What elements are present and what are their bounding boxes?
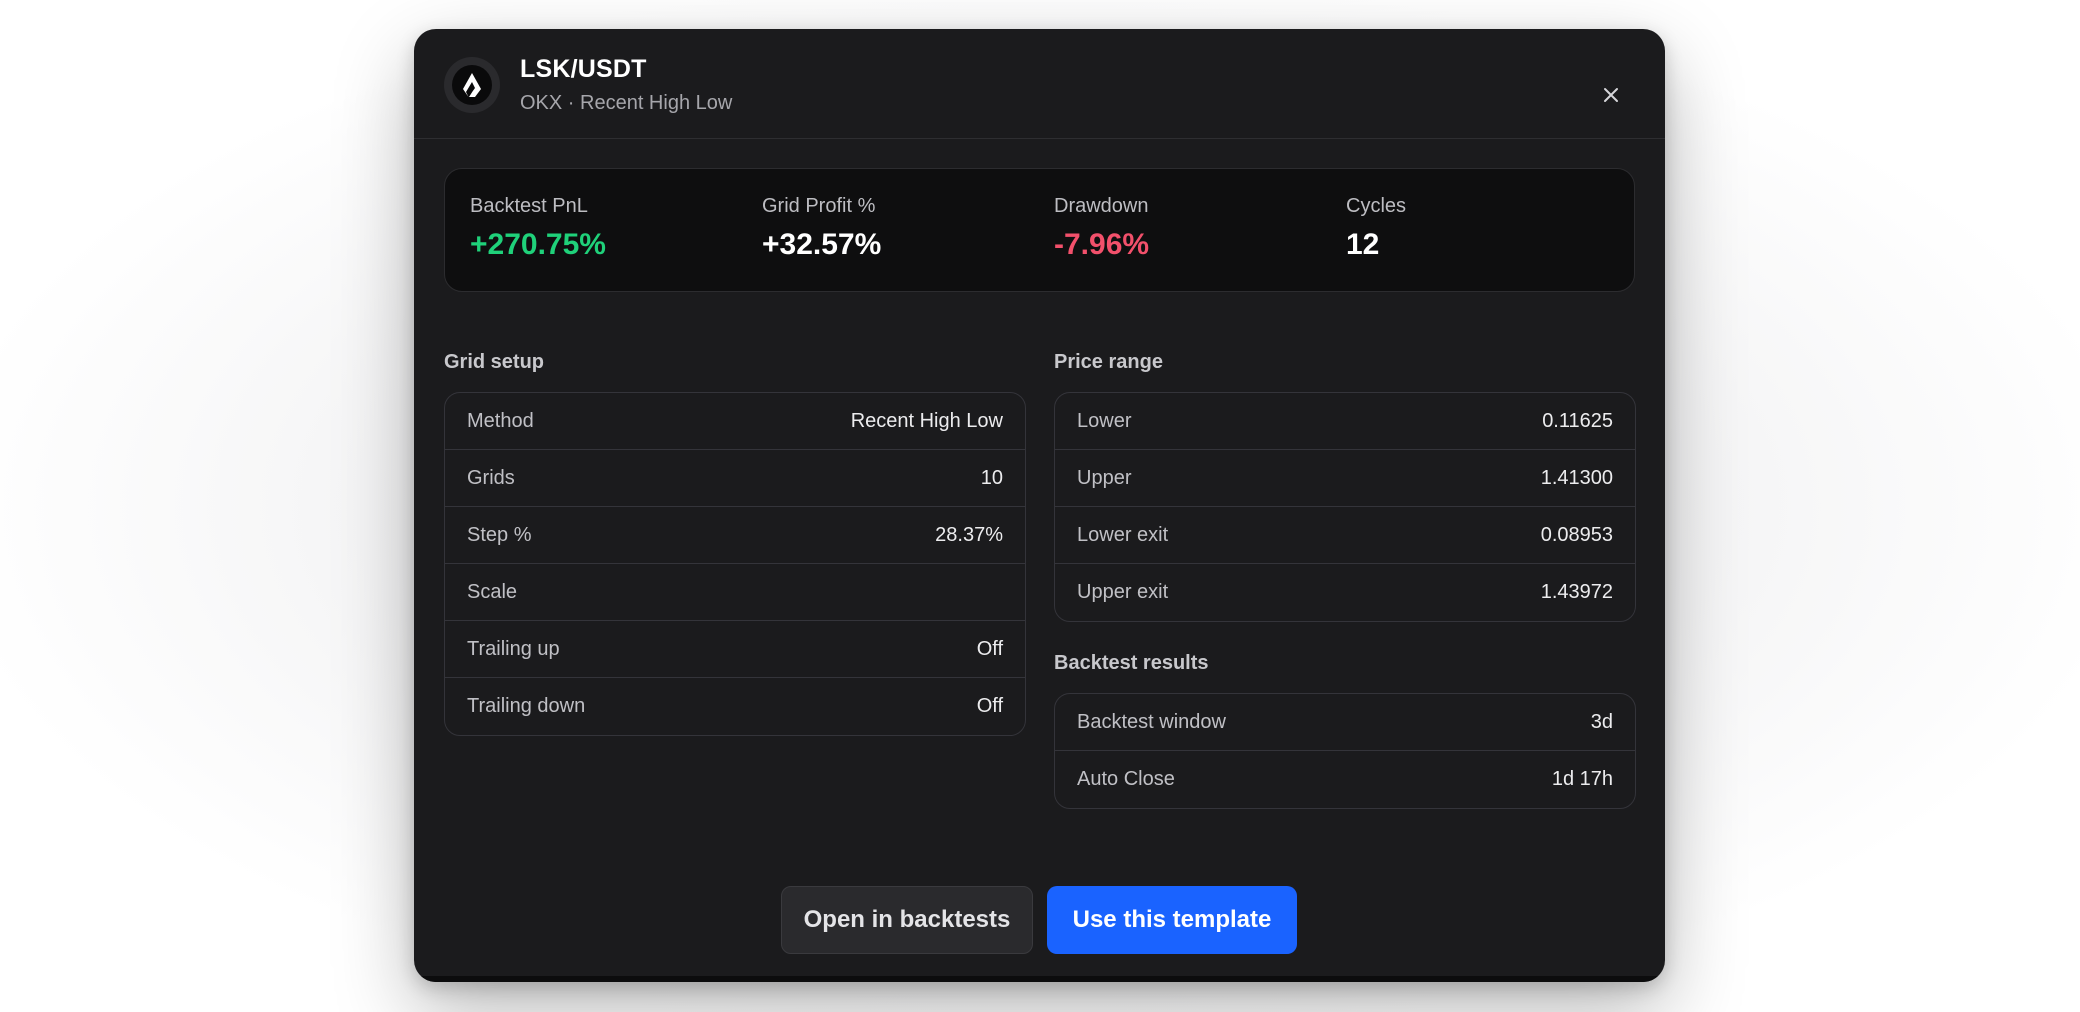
row-label: Step %: [467, 523, 532, 546]
grid-setup-card: Method Recent High Low Grids 10 Step % 2…: [444, 392, 1026, 736]
stat-value: -7.96%: [1054, 228, 1150, 261]
stat-label: Grid Profit %: [762, 195, 876, 217]
close-icon: [1603, 87, 1619, 108]
grid-setup-title: Grid setup: [444, 351, 545, 373]
grid-setup-row: Step % 28.37%: [445, 507, 1025, 564]
close-button[interactable]: [1597, 83, 1625, 111]
grid-setup-row: Grids 10: [445, 450, 1025, 507]
stat-value: 12: [1346, 228, 1380, 261]
template-detail-modal: LSK/USDT OKX · Recent High Low Backtest …: [414, 29, 1665, 982]
price-range-row: Upper exit 1.43972: [1055, 564, 1635, 621]
modal-header: LSK/USDT OKX · Recent High Low: [414, 29, 1665, 139]
stat-value: +32.57%: [762, 228, 882, 261]
row-value: Off: [976, 637, 1003, 660]
row-label: Grids: [467, 466, 515, 489]
stat-value: +270.75%: [470, 228, 606, 261]
row-value: 3d: [1590, 710, 1613, 733]
backtest-results-row: Auto Close 1d 17h: [1055, 751, 1635, 808]
price-range-card: Lower 0.11625 Upper 1.41300 Lower exit 0…: [1054, 392, 1636, 622]
row-label: Upper exit: [1077, 581, 1169, 603]
price-range-row: Lower 0.11625: [1055, 393, 1635, 450]
grid-setup-row: Trailing down Off: [445, 678, 1025, 735]
row-label: Method: [467, 409, 534, 432]
row-label: Trailing up: [467, 637, 560, 660]
row-value: 1.41300: [1540, 466, 1613, 489]
row-value: Recent High Low: [850, 409, 1003, 432]
grid-setup-row: Method Recent High Low: [445, 393, 1025, 450]
stats-summary: Backtest PnL +270.75% Grid Profit % +32.…: [444, 168, 1635, 292]
grid-setup-row: Trailing up Off: [445, 621, 1025, 678]
pair-logo: [444, 57, 500, 113]
stat-label: Backtest PnL: [470, 195, 588, 217]
row-value: 1d 17h: [1551, 768, 1613, 790]
price-range-row: Upper 1.41300: [1055, 450, 1635, 507]
lisk-logo-icon: [452, 65, 492, 105]
stat-grid-profit: Grid Profit % +32.57%: [762, 195, 881, 262]
row-value: 1.43972: [1540, 581, 1613, 603]
row-value: 10: [980, 466, 1003, 489]
stat-drawdown: Drawdown -7.96%: [1054, 195, 1149, 262]
row-value: 28.37%: [935, 523, 1003, 546]
stat-backtest-pnl: Backtest PnL +270.75%: [470, 195, 606, 262]
row-label: Backtest window: [1077, 710, 1226, 733]
backtest-results-title: Backtest results: [1054, 652, 1209, 674]
row-value: Off: [976, 695, 1003, 717]
price-range-row: Lower exit 0.08953: [1055, 507, 1635, 564]
stat-label: Cycles: [1346, 195, 1407, 217]
stat-cycles: Cycles 12: [1346, 195, 1406, 262]
row-label: Lower exit: [1077, 523, 1169, 546]
backtest-results-row: Backtest window 3d: [1055, 694, 1635, 751]
backtest-results-card: Backtest window 3d Auto Close 1d 17h: [1054, 693, 1636, 809]
use-template-button[interactable]: Use this template: [1047, 886, 1297, 954]
row-label: Lower: [1077, 409, 1132, 432]
pair-title: LSK/USDT: [520, 55, 647, 83]
row-label: Auto Close: [1077, 768, 1175, 790]
price-range-title: Price range: [1054, 351, 1163, 373]
row-value: 0.11625: [1542, 409, 1613, 432]
row-value: 0.08953: [1540, 523, 1613, 546]
row-label: Trailing down: [467, 695, 586, 717]
grid-setup-row: Scale: [445, 564, 1025, 621]
stat-label: Drawdown: [1054, 195, 1149, 217]
row-label: Scale: [467, 580, 518, 603]
open-in-backtests-button[interactable]: Open in backtests: [781, 886, 1033, 954]
row-label: Upper: [1077, 466, 1132, 489]
pair-subtitle: OKX · Recent High Low: [520, 92, 733, 114]
